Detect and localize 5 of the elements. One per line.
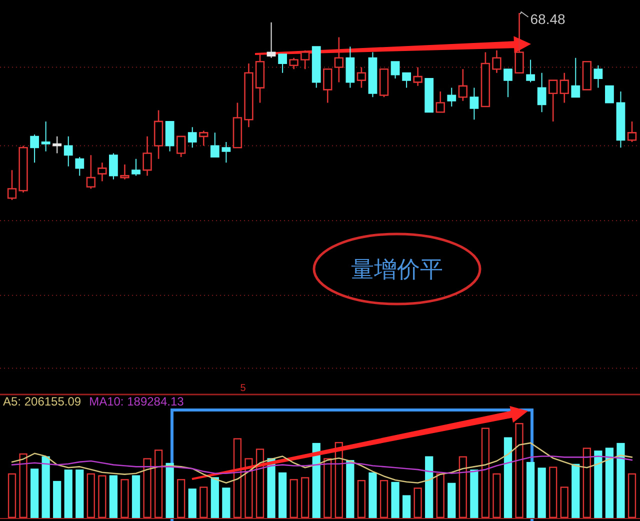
text: MA10: 189284.13 — [89, 394, 184, 408]
text: 5 — [240, 383, 246, 394]
annotation: 68.48 — [530, 11, 566, 27]
text: 量增价平 — [351, 256, 443, 282]
text: A5: 206155.09 — [3, 394, 82, 408]
